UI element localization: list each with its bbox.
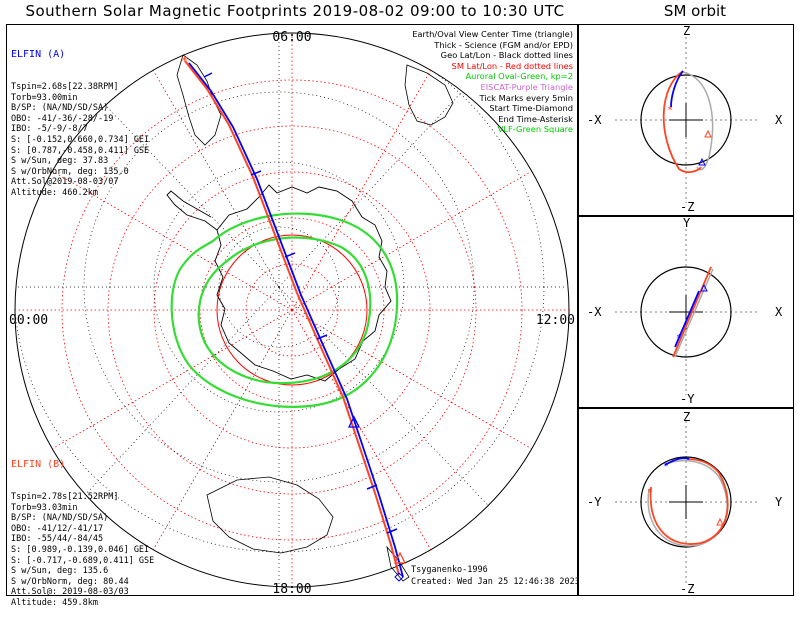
antarctic-peninsula [166, 190, 218, 231]
legend-item: Thick - Science (FGM and/or EPD) [434, 39, 573, 50]
antarctica-coastline [214, 184, 392, 382]
time-label-right: 12:00 [536, 313, 575, 328]
legend-item: Geo Lat/Lon - Black dotted lines [440, 50, 573, 61]
svg-text:*: * [663, 461, 669, 472]
footprint-map: * 06:00 00:00 12:00 18:00 [9, 30, 575, 595]
elfin-a-name: ELFIN (A) [11, 49, 66, 61]
elfin-a-info-line: Att.Sol@2019-08-03/07 [11, 177, 119, 188]
axis-left: -X [587, 113, 602, 127]
legend-item: Start Time-Diamond [489, 103, 573, 114]
new-zealand-coastline [386, 545, 410, 582]
axis-right: X [775, 305, 783, 319]
sm-orbit-xy: * Y -Y -X X [587, 216, 783, 406]
africa-coastline [404, 64, 454, 126]
axis-bottom: -Z [680, 200, 694, 214]
legend-item: Earth/Oval View Center Time (triangle) [412, 29, 573, 39]
elfin-a-track [188, 62, 404, 578]
created-timestamp: Created: Wed Jan 25 12:46:38 2023 [411, 577, 580, 587]
axis-top: Z [683, 410, 690, 424]
elfin-a-info: ELFIN (A) Tspin=2.68s[22.38RPM] Torb=93.0… [11, 29, 149, 220]
time-label-top: 06:00 [272, 30, 311, 45]
svg-text:*: * [667, 105, 673, 116]
axis-left: -Y [587, 495, 602, 509]
sm-orbit-xz-panel: * Z -Z -X X [578, 24, 794, 216]
elfin-a-info-line: Altitude: 460.2km [11, 187, 98, 198]
legend-item: EISCAT-Purple Triangle [480, 81, 573, 92]
elfin-a-info-line: OBO: -41/-36/-28/-19 [11, 113, 114, 124]
elfin-b-name: ELFIN (B) [11, 459, 66, 471]
page-title: Southern Solar Magnetic Footprints 2019-… [25, 2, 565, 20]
elfin-b-info-line: S w/Sun, deg: 135.6 [11, 566, 109, 577]
axis-top: Y [683, 217, 691, 230]
geo-grid [15, 33, 567, 587]
elfin-a-info-line: Torb=93.00min [11, 92, 78, 103]
sm-orbit-yz: * * Z -Z -Y Y [587, 410, 783, 596]
axis-right: Y [775, 495, 783, 509]
elfin-b-end-asterisk: * [181, 54, 188, 68]
elfin-b-info-line: Torb=93.03min [11, 502, 78, 513]
elfin-a-info-line: IBO: -5/-9/-8/7 [11, 124, 88, 135]
svg-text:*: * [676, 333, 682, 344]
elfin-b-info-line: B/SP: (NA/ND/SD/SA) [11, 513, 109, 524]
elfin-b-view-triangle [393, 551, 407, 564]
time-label-bottom: 18:00 [272, 582, 311, 595]
axis-left: -X [587, 305, 602, 319]
auroral-oval-outer [170, 212, 399, 408]
sm-orbit-xz: * Z -Z -X X [587, 24, 783, 214]
auroral-oval-inner [197, 236, 372, 385]
axis-right: X [775, 113, 783, 127]
elfin-a-info-line: S w/OrbNorm, deg: 135.0 [11, 166, 129, 177]
south-america-coastline [176, 54, 222, 146]
sm-pole-circle [216, 234, 368, 386]
elfin-a-info-line: B/SP: (NA/ND/SD/SA) [11, 103, 109, 114]
elfin-a-info-line: S w/Sun, deg: 37.83 [11, 156, 109, 167]
elfin-b-info-line: Att.Sol@: 2019-08-03/03 [11, 587, 129, 598]
elfin-a-view-triangle [347, 415, 361, 428]
sm-orbit-xy-panel: * Y -Y -X X [578, 216, 794, 408]
model-credit: Tsyganenko-1996 [411, 565, 488, 575]
legend-item: End Time-Asterisk [498, 113, 573, 124]
legend-item: Auroral Oval-Green, kp=2 [465, 71, 573, 82]
elfin-a-info-line: Tspin=2.68s[22.38RPM] [11, 81, 119, 92]
sm-orbit-yz-panel: * * Z -Z -Y Y [578, 408, 794, 596]
track-tick-marks [203, 72, 398, 534]
elfin-b-info-line: Altitude: 459.8km [11, 597, 98, 608]
map-legend: Earth/Oval View Center Time (triangle) Th… [412, 29, 573, 135]
axis-top: Z [683, 25, 690, 38]
svg-text:*: * [647, 487, 653, 498]
australia-coastline [206, 476, 334, 554]
legend-item: Tick Marks every 5min [479, 92, 573, 103]
elfin-b-info-line: Tspin=2.78s[21.52RPM] [11, 491, 119, 502]
sm-orbit-title: SM orbit [663, 2, 727, 20]
elfin-a-info-line: S: [-0.152,0.660,0.734] GEI [11, 134, 150, 145]
legend-item: VLF-Green Square [497, 124, 573, 135]
footprint-map-panel: * 06:00 00:00 12:00 18:00 Earth/Oval Vie… [6, 24, 580, 608]
elfin-b-info-line: OBO: -41/12/-41/17 [11, 523, 104, 534]
elfin-b-info-line: IBO: -55/44/-84/45 [11, 534, 104, 545]
elfin-a-info-line: S: [0.787,-0.458,0.411] GSE [11, 145, 150, 156]
elfin-b-info-line: S: [-0.717,-0.689,0.411] GSE [11, 555, 155, 566]
axis-bottom: -Z [680, 582, 694, 595]
axis-bottom: -Y [680, 392, 695, 406]
elfin-b-info-line: S: [0.989,-0.139,0.046] GEI [11, 544, 150, 555]
start-diamond [394, 572, 404, 582]
legend-item: SM Lat/Lon - Red dotted lines [451, 60, 573, 71]
elfin-b-info: ELFIN (B) Tspin=2.78s[21.52RPM] Torb=93.0… [11, 439, 154, 630]
elfin-b-info-line: S w/OrbNorm, deg: 80.44 [11, 576, 129, 587]
elfin-b-track [184, 60, 400, 576]
time-label-left: 00:00 [9, 313, 48, 328]
